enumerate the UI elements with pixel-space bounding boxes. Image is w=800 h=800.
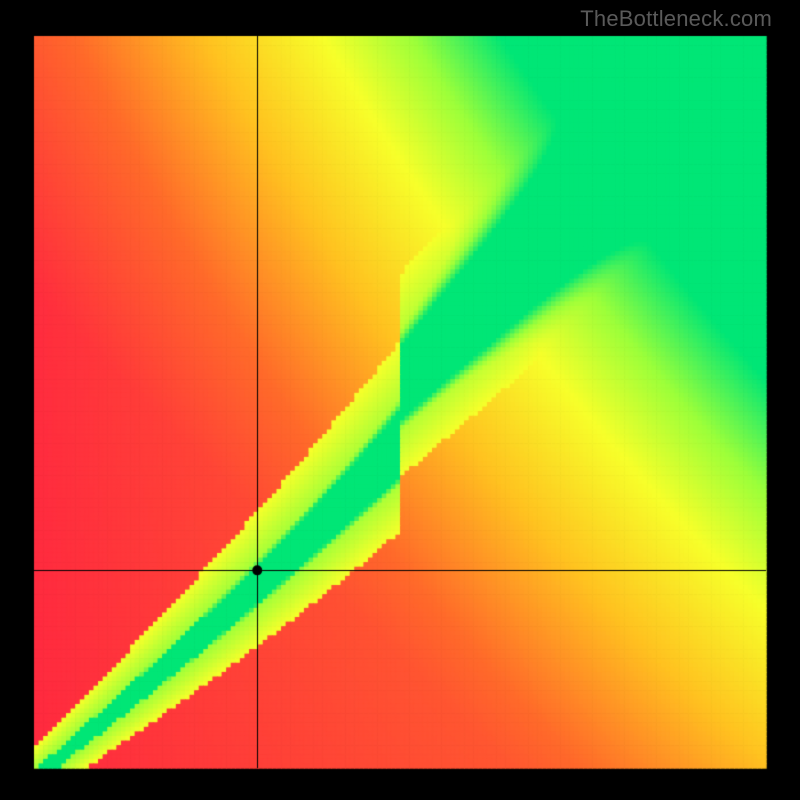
chart-container: { "watermark": { "text": "TheBottleneck.… <box>0 0 800 800</box>
bottleneck-heatmap <box>0 0 800 800</box>
watermark-text: TheBottleneck.com <box>580 6 772 32</box>
